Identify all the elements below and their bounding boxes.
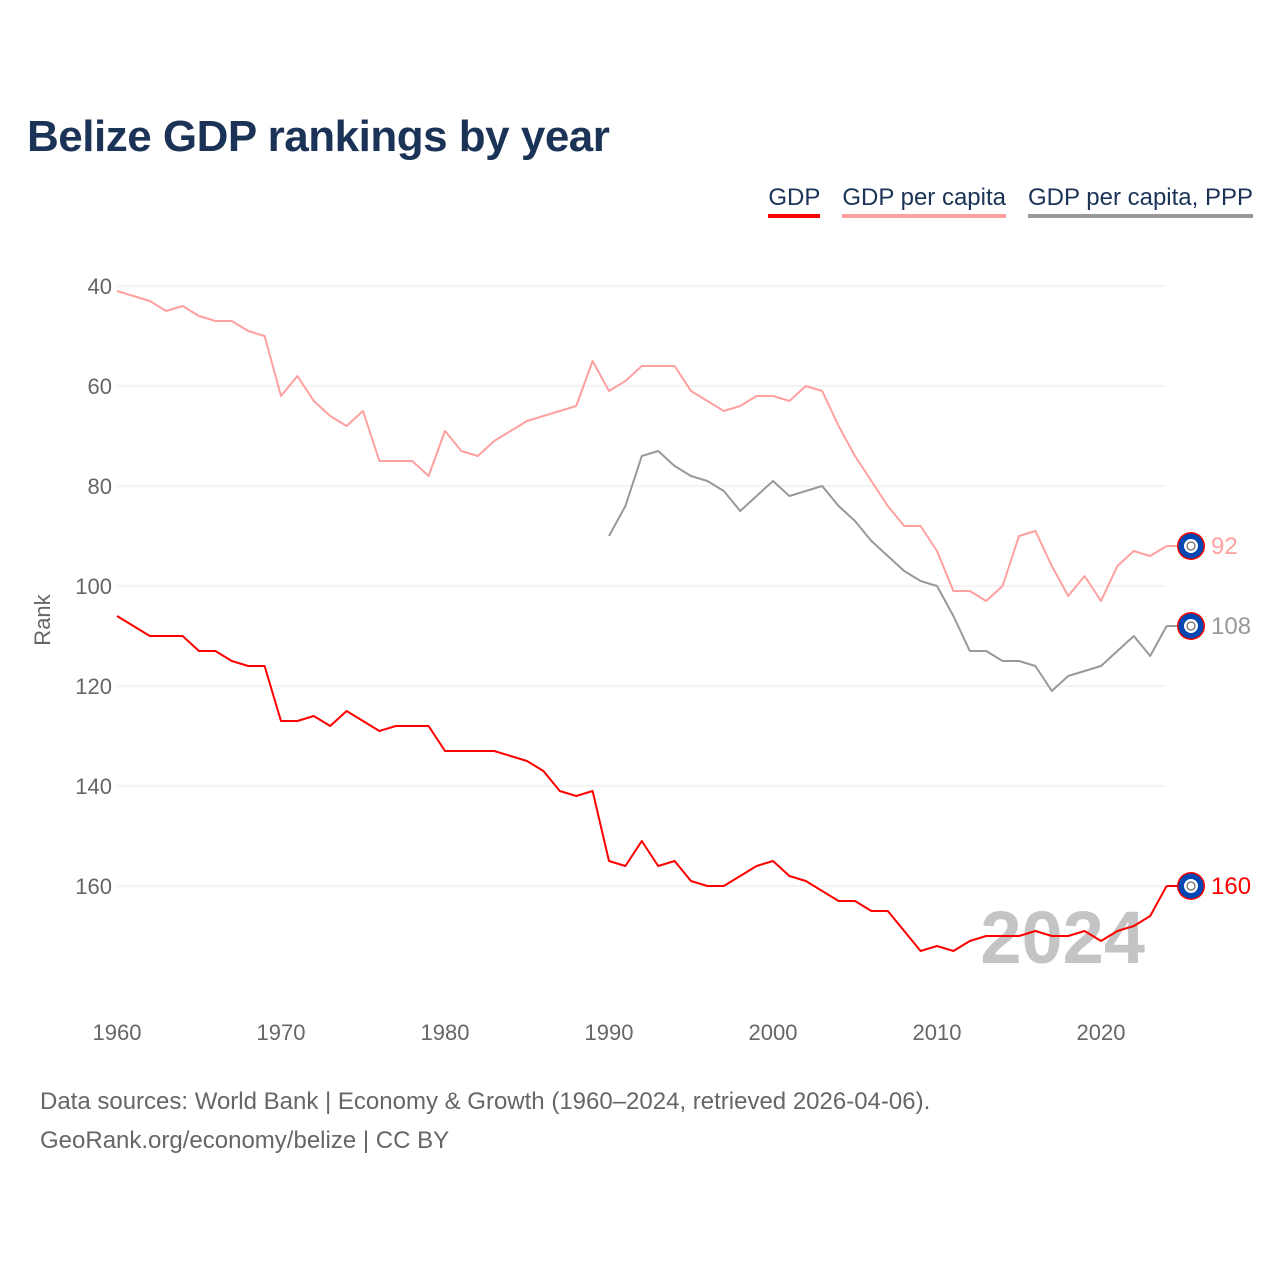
x-tick-label: 1990 (585, 1020, 634, 1045)
legend-gdp-per-capita[interactable]: GDP per capita (842, 184, 1006, 218)
y-tick-label: 60 (88, 374, 112, 399)
y-tick-label: 140 (75, 774, 112, 799)
x-tick-label: 1970 (257, 1020, 306, 1045)
footer-sources: Data sources: World Bank | Economy & Gro… (40, 1088, 931, 1115)
series-end-label: 160 (1211, 873, 1251, 900)
legend-gdp-per-capita-ppp[interactable]: GDP per capita, PPP (1028, 184, 1253, 218)
y-axis-label: Rank (30, 593, 55, 645)
footer-link[interactable]: GeoRank.org/economy/belize | CC BY (40, 1127, 450, 1154)
y-tick-label: 80 (88, 474, 112, 499)
legend: GDP GDP per capita GDP per capita, PPP (768, 184, 1253, 218)
belize-flag-emblem (1184, 879, 1198, 893)
chart-title: Belize GDP rankings by year (27, 112, 610, 161)
series-line-1 (116, 290, 1168, 602)
x-tick-label: 2010 (913, 1020, 962, 1045)
x-tick-label: 1980 (421, 1020, 470, 1045)
belize-flag-emblem-ring (1186, 621, 1196, 631)
x-tick-label: 2000 (749, 1020, 798, 1045)
x-tick-label: 2020 (1077, 1020, 1126, 1045)
y-tick-label: 100 (75, 574, 112, 599)
y-tick-label: 120 (75, 674, 112, 699)
series-end-label: 108 (1211, 613, 1251, 640)
y-tick-label: 40 (88, 274, 112, 299)
series-end-label: 92 (1211, 533, 1238, 560)
x-tick-label: 1960 (93, 1020, 142, 1045)
belize-flag-emblem-ring (1186, 881, 1196, 891)
belize-flag-emblem-ring (1186, 541, 1196, 551)
series-line-2 (608, 450, 1168, 692)
belize-flag-emblem (1184, 539, 1198, 553)
legend-gdp[interactable]: GDP (768, 184, 821, 218)
series-line-0 (116, 615, 1168, 952)
belize-flag-emblem (1184, 619, 1198, 633)
year-watermark: 2024 (980, 896, 1145, 979)
y-tick-label: 160 (75, 874, 112, 899)
